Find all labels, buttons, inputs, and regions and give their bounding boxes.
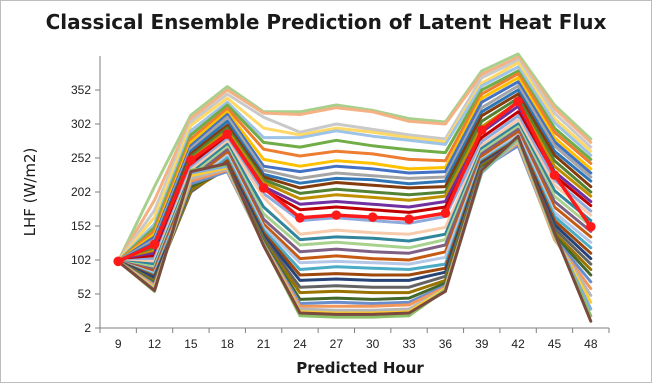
ensemble-mean-point [476, 125, 487, 135]
ensemble-mean-point [222, 129, 233, 139]
y-tick-label: 102 [71, 253, 91, 267]
x-tick-label: 39 [475, 337, 489, 351]
ensemble-mean-point [440, 208, 451, 218]
chart-title: Classical Ensemble Prediction of Latent … [45, 10, 607, 34]
ensemble-member-line [116, 52, 593, 263]
ensemble-member-line [116, 76, 593, 263]
x-tick-label: 42 [511, 337, 525, 351]
ensemble-member-line [116, 134, 593, 323]
ensemble-mean-point [331, 210, 342, 220]
x-tick-label: 48 [584, 337, 598, 351]
ensemble-member-line [116, 58, 593, 263]
ensemble-member-line [116, 114, 593, 263]
x-tick-label: 9 [115, 337, 122, 351]
ensemble-member-line [116, 144, 593, 305]
ensemble-member-line [116, 80, 593, 263]
x-tick-label: 33 [402, 337, 416, 351]
ensemble-mean-point [258, 183, 269, 193]
ensemble-member-line [116, 65, 593, 263]
ensemble-member-line [116, 72, 593, 263]
y-tick-label: 152 [71, 219, 91, 233]
y-tick-label: 352 [71, 83, 91, 97]
ensemble-mean-point [149, 239, 160, 250]
x-tick-label: 30 [366, 337, 380, 351]
ensemble-member-line [116, 110, 593, 263]
ensemble-mean-line [117, 99, 593, 263]
x-tick-label: 18 [221, 337, 235, 351]
ensemble-member-line [116, 69, 593, 263]
ensemble-member-line [116, 84, 593, 263]
y-tick-label: 202 [71, 185, 91, 199]
x-tick-label: 15 [184, 337, 198, 351]
ensemble-mean-point [549, 170, 560, 180]
x-tick-label: 12 [148, 337, 162, 351]
ensemble-mean-point [367, 212, 378, 222]
ensemble-mean-point [295, 213, 305, 223]
x-tick-label: 27 [330, 337, 344, 351]
ensemble-member-line [116, 118, 593, 263]
ensemble-member-line [116, 55, 593, 263]
y-tick-label: 252 [71, 151, 91, 165]
ensemble-mean-point [586, 221, 596, 232]
y-tick-label: 52 [78, 287, 92, 301]
y-tick-label: 302 [71, 117, 91, 131]
ensemble-member-line [116, 88, 593, 263]
ensemble-mean-point [113, 256, 123, 267]
x-tick-label: 45 [548, 337, 562, 351]
ensemble-mean-point [404, 214, 414, 224]
ensemble-mean-point [186, 155, 196, 165]
ensemble-member-line [116, 61, 593, 263]
y-tick-label: 2 [84, 321, 91, 335]
x-axis-label: Predicted Hour [296, 359, 424, 377]
x-tick-label: 36 [439, 337, 453, 351]
x-tick-label: 21 [257, 337, 271, 351]
ensemble-member-line [116, 92, 593, 263]
ensemble-mean-point [513, 96, 523, 107]
x-tick-label: 24 [293, 337, 307, 351]
ensemble-member-line [116, 96, 593, 263]
